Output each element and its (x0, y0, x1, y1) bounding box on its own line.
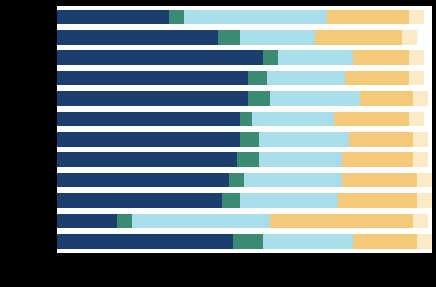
Bar (409, 71, 424, 86)
Bar (240, 132, 259, 147)
Bar (263, 234, 353, 249)
Bar (57, 30, 218, 45)
Bar (402, 30, 417, 45)
Bar (342, 152, 413, 167)
Bar (57, 132, 240, 147)
Bar (417, 234, 432, 249)
Bar (57, 234, 233, 249)
Bar (57, 214, 117, 228)
Bar (57, 173, 229, 187)
Bar (237, 152, 259, 167)
Bar (57, 91, 248, 106)
Bar (248, 71, 267, 86)
Bar (229, 173, 244, 187)
Bar (409, 51, 424, 65)
Bar (169, 10, 184, 24)
Bar (240, 30, 315, 45)
Bar (57, 71, 248, 86)
Bar (57, 10, 169, 24)
Bar (361, 91, 413, 106)
Bar (417, 173, 432, 187)
Bar (278, 51, 353, 65)
Bar (334, 112, 409, 126)
Bar (233, 234, 263, 249)
Bar (417, 193, 432, 208)
Bar (252, 112, 334, 126)
Bar (132, 214, 270, 228)
Bar (409, 10, 424, 24)
Bar (57, 193, 221, 208)
Bar (184, 10, 327, 24)
Bar (267, 71, 345, 86)
Bar (413, 214, 428, 228)
Bar (263, 51, 278, 65)
Bar (353, 234, 417, 249)
Bar (240, 193, 338, 208)
Bar (413, 152, 428, 167)
Bar (117, 214, 132, 228)
Bar (413, 132, 428, 147)
Bar (327, 10, 409, 24)
Bar (270, 91, 361, 106)
Bar (342, 173, 417, 187)
Bar (338, 193, 417, 208)
Bar (259, 132, 349, 147)
Bar (315, 30, 402, 45)
Bar (270, 214, 413, 228)
Bar (57, 51, 263, 65)
Bar (221, 193, 240, 208)
Bar (259, 152, 342, 167)
Bar (413, 91, 428, 106)
Bar (349, 132, 413, 147)
Bar (409, 112, 424, 126)
Bar (345, 71, 409, 86)
Bar (240, 112, 252, 126)
Bar (244, 173, 342, 187)
Bar (57, 152, 237, 167)
Bar (57, 112, 240, 126)
Bar (248, 91, 270, 106)
Bar (353, 51, 409, 65)
Bar (218, 30, 240, 45)
